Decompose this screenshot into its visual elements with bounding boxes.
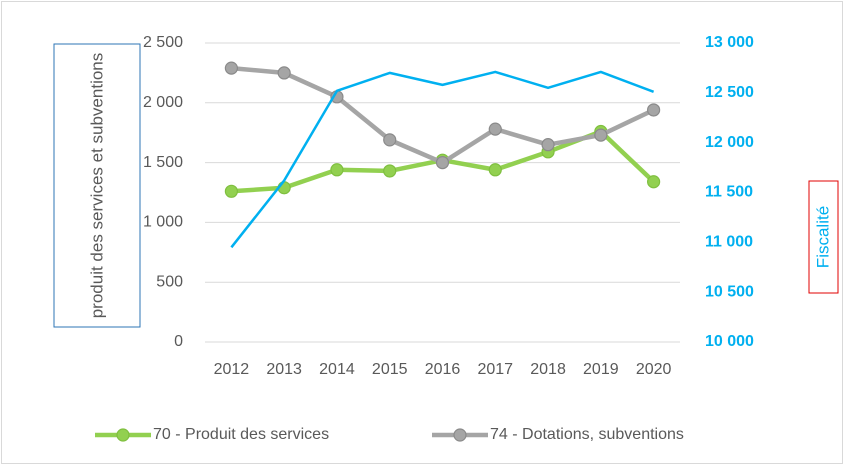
x-tick-label: 2015 — [372, 361, 408, 378]
data-point — [647, 175, 661, 189]
data-point — [330, 163, 344, 177]
data-point — [224, 184, 238, 198]
legend-label: 74 - Dotations, subventions — [490, 426, 684, 443]
y2-tick-label: 12 500 — [705, 84, 754, 101]
x-tick-label: 2012 — [214, 361, 250, 378]
series-line — [231, 65, 655, 165]
y2-tick-label: 10 500 — [705, 283, 754, 300]
x-tick-label: 2018 — [530, 361, 566, 378]
y2-tick-label: 11 500 — [705, 184, 753, 201]
data-point — [488, 163, 502, 177]
x-tick-label: 2017 — [477, 361, 513, 378]
data-point — [594, 128, 608, 142]
data-point — [647, 103, 661, 117]
y-tick-label: 0 — [174, 333, 183, 350]
y-tick-label: 2 500 — [143, 34, 183, 51]
y2-tick-label: 10 000 — [705, 333, 754, 350]
data-point — [488, 122, 502, 136]
legend-label: 70 - Produit des services — [153, 426, 329, 443]
y-tick-label: 500 — [156, 273, 183, 290]
data-point — [435, 156, 450, 170]
y2-tick-label: 12 000 — [705, 134, 754, 151]
y-axis-title: produit des services et subventions — [53, 43, 141, 328]
data-point — [541, 138, 555, 152]
x-tick-label: 2016 — [425, 361, 461, 378]
x-tick-label: 2013 — [266, 361, 302, 378]
x-tick-label: 2020 — [636, 361, 672, 378]
y2-tick-label: 11 000 — [705, 234, 753, 251]
y-tick-label: 1 000 — [143, 214, 183, 231]
data-point — [224, 61, 238, 75]
data-point — [383, 164, 397, 178]
y2-axis-title: Fiscalité — [808, 180, 839, 294]
y-tick-label: 2 000 — [143, 94, 183, 111]
data-point — [383, 133, 397, 147]
x-tick-label: 2014 — [319, 361, 355, 378]
y2-tick-label: 13 000 — [705, 34, 754, 51]
data-point — [277, 66, 291, 80]
legend-marker — [453, 428, 467, 442]
legend-marker — [116, 428, 130, 442]
series-line — [230, 70, 655, 249]
x-tick-label: 2019 — [583, 361, 619, 378]
y-tick-label: 1 500 — [143, 154, 183, 171]
